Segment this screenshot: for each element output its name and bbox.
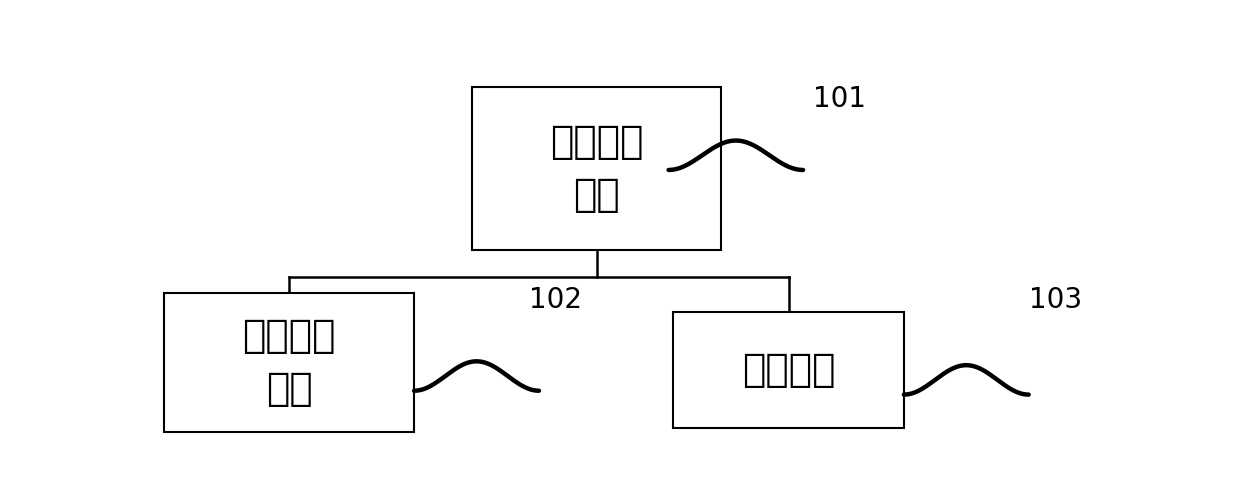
- Bar: [165, 293, 414, 432]
- Bar: [674, 312, 904, 429]
- Text: 103: 103: [1028, 287, 1082, 314]
- Text: 维护后台: 维护后台: [742, 351, 835, 389]
- Text: 102: 102: [529, 287, 582, 314]
- Text: 101: 101: [813, 85, 866, 113]
- Bar: [472, 88, 721, 250]
- Text: 数据采集
装置: 数据采集 装置: [243, 317, 336, 408]
- Text: 空调维护
装置: 空调维护 装置: [550, 123, 643, 214]
